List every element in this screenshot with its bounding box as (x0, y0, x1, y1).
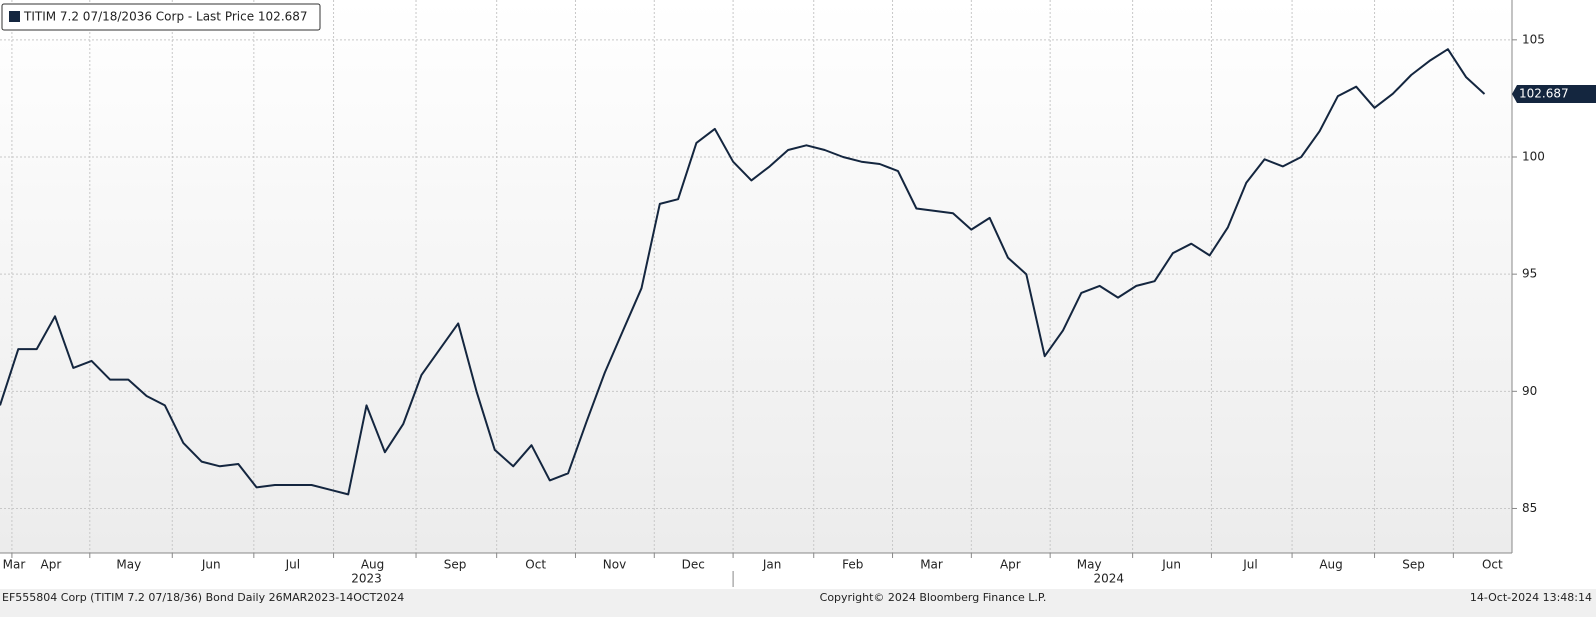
x-tick-label: Mar (3, 558, 26, 572)
x-tick-label: Aug (361, 558, 384, 572)
x-tick-label: Aug (1319, 558, 1342, 572)
x-tick-label: Sep (1402, 558, 1425, 572)
last-price-tag (1512, 85, 1596, 104)
plot-area (0, 0, 1512, 553)
x-tick-label: Jul (285, 558, 300, 572)
x-tick-label: Oct (525, 558, 546, 572)
x-tick-label: Mar (920, 558, 943, 572)
x-tick-label: Nov (603, 558, 626, 572)
footer-center: Copyright© 2024 Bloomberg Finance L.P. (820, 591, 1047, 604)
y-tick-label: 95 (1522, 267, 1537, 281)
footer-left: EF555804 Corp (TITIM 7.2 07/18/36) Bond … (2, 591, 404, 604)
x-tick-label: Oct (1482, 558, 1503, 572)
year-label: 2023 (351, 572, 382, 586)
x-tick-label: Jun (1161, 558, 1181, 572)
footer-bar (0, 589, 1596, 617)
legend-label: TITIM 7.2 07/18/2036 Corp - Last Price 1… (23, 10, 308, 24)
x-tick-label: Feb (842, 558, 863, 572)
legend-swatch (9, 11, 20, 22)
x-tick-label: Apr (41, 558, 62, 572)
y-tick-label: 85 (1522, 501, 1537, 515)
x-tick-label: Sep (444, 558, 467, 572)
legend: TITIM 7.2 07/18/2036 Corp - Last Price 1… (1, 3, 321, 31)
y-tick-label: 100 (1522, 149, 1545, 163)
x-tick-label: Jul (1242, 558, 1257, 572)
year-label: 2024 (1094, 572, 1125, 586)
x-tick-label: May (1077, 558, 1102, 572)
legend-box (1, 3, 321, 31)
price-line (0, 48, 1486, 496)
x-tick-label: Apr (1000, 558, 1021, 572)
x-tick-label: Jun (201, 558, 221, 572)
x-tick-label: Dec (682, 558, 705, 572)
y-tick-label: 90 (1522, 384, 1537, 398)
x-tick-label: May (116, 558, 141, 572)
footer-right: 14-Oct-2024 13:48:14 (1470, 591, 1592, 604)
x-tick-label: Jan (762, 558, 782, 572)
last-price-label: 102.687 (1519, 87, 1569, 101)
y-tick-label: 105 (1522, 32, 1545, 46)
